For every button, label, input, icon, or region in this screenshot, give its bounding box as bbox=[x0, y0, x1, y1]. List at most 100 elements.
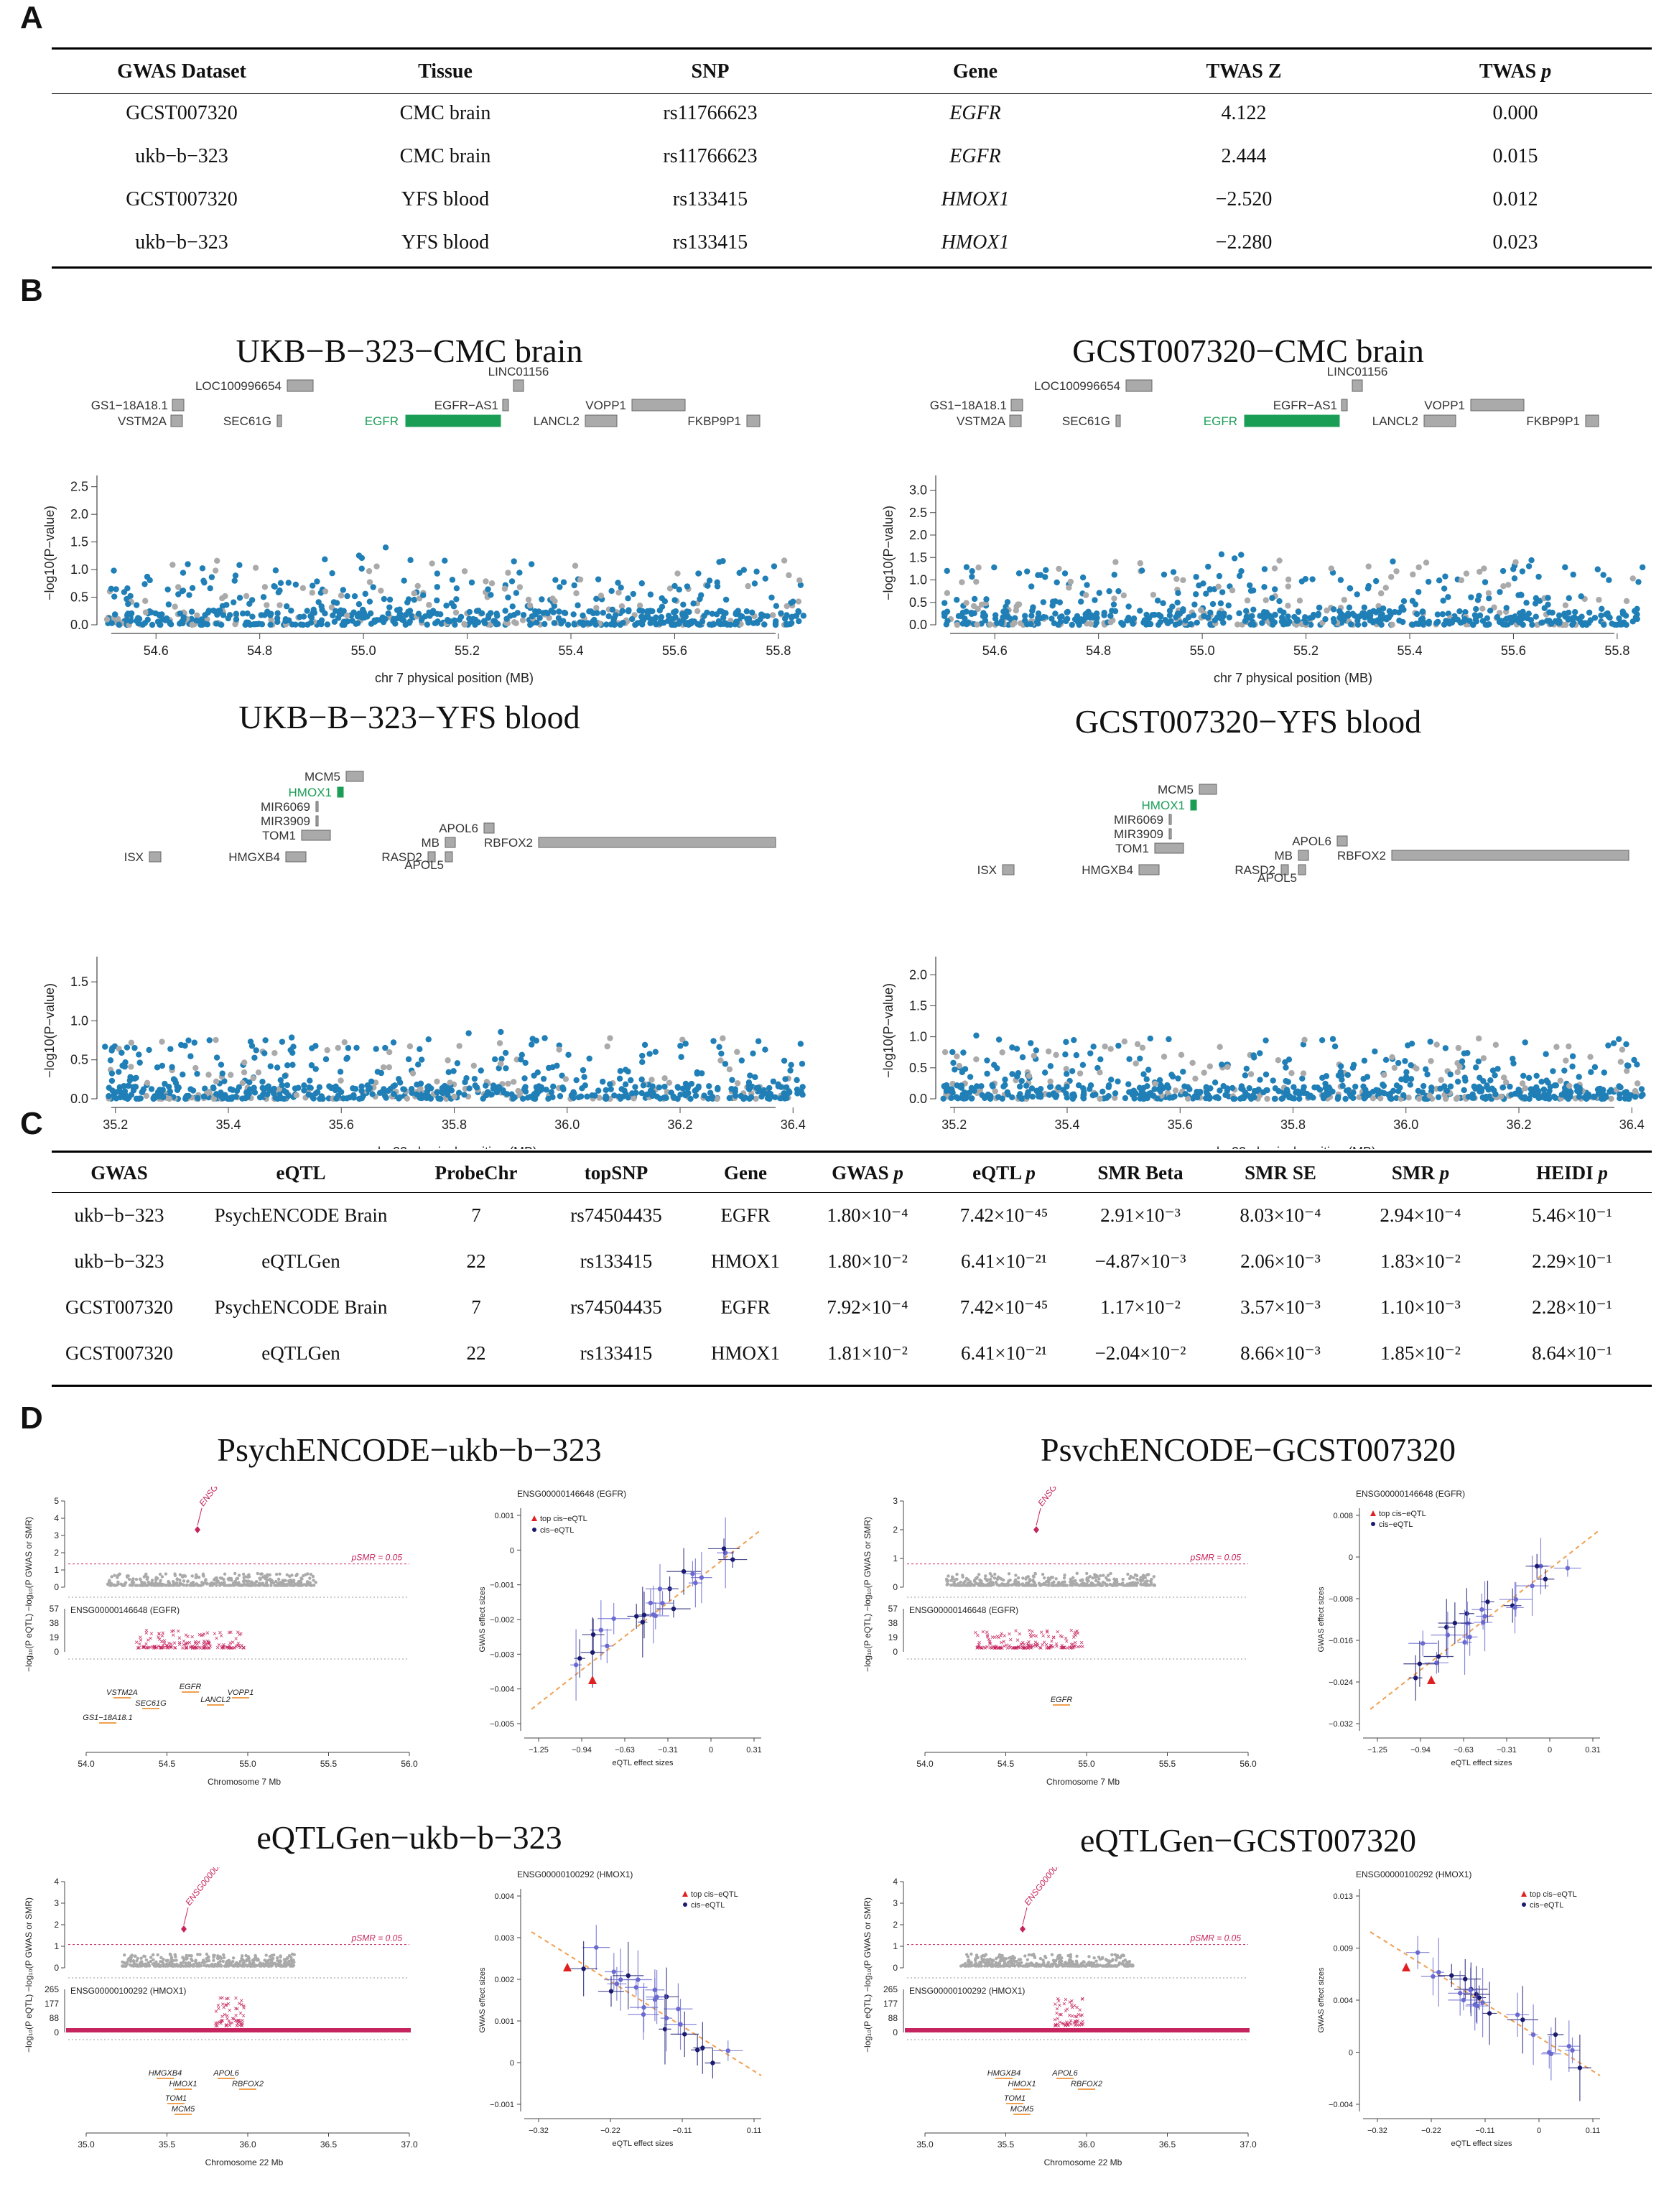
gwas-point bbox=[1054, 1577, 1057, 1580]
snp-point-grey bbox=[556, 1046, 562, 1052]
snp-point-blue bbox=[1236, 610, 1242, 616]
psmr-label: pSMR = 0.05 bbox=[351, 1933, 403, 1943]
snp-point-blue bbox=[778, 610, 783, 616]
snp-point-blue bbox=[503, 1065, 508, 1071]
snp-point-blue bbox=[580, 613, 585, 618]
gwas-point bbox=[1070, 1580, 1073, 1583]
snp-point-blue bbox=[1354, 591, 1360, 597]
snp-point-grey bbox=[1427, 1092, 1433, 1098]
gwas-point bbox=[222, 1953, 225, 1956]
x-tick-label: −0.63 bbox=[615, 1746, 635, 1755]
snp-point-blue bbox=[1340, 613, 1346, 618]
snp-point-blue bbox=[276, 590, 282, 595]
snp-point-blue bbox=[1276, 598, 1282, 604]
table-cell: −2.280 bbox=[1109, 221, 1379, 264]
gene-box bbox=[445, 837, 455, 847]
y-tick-label: 38 bbox=[888, 1618, 898, 1628]
snp-point-grey bbox=[1102, 1044, 1107, 1049]
y-axis-label: GWAS effect sizes bbox=[1317, 1586, 1326, 1653]
gene-box bbox=[1169, 814, 1171, 824]
gwas-point bbox=[118, 1572, 121, 1575]
x-tick-label: 35.6 bbox=[1168, 1117, 1193, 1132]
effect-point bbox=[693, 1581, 697, 1585]
snp-point-blue bbox=[1576, 1074, 1582, 1079]
gene-label: EGFR−AS1 bbox=[1273, 399, 1337, 412]
snp-point-blue bbox=[952, 1066, 957, 1072]
table-cell: GCST007320 bbox=[52, 92, 312, 135]
snp-point-blue bbox=[1283, 1078, 1288, 1084]
snp-point-blue bbox=[217, 608, 223, 613]
snp-point-blue bbox=[1490, 1067, 1496, 1073]
snp-point-blue bbox=[656, 1084, 662, 1090]
table-cell: 22 bbox=[415, 1330, 537, 1376]
x-tick-label: 54.6 bbox=[144, 643, 169, 658]
snp-point-blue bbox=[289, 1062, 295, 1068]
snp-point-grey bbox=[1596, 597, 1601, 603]
locus-y-label: −log₁₀(P eQTL) −log₁₀(P GWAS or SMR) bbox=[24, 1517, 34, 1672]
table-cell: rs11766623 bbox=[579, 92, 842, 135]
snp-point-blue bbox=[344, 593, 350, 599]
snp-point-blue bbox=[738, 1093, 744, 1099]
snp-point-grey bbox=[310, 590, 315, 595]
snp-point-blue bbox=[341, 619, 347, 625]
gene-box bbox=[539, 837, 776, 847]
eqtl-point: × bbox=[138, 1634, 142, 1642]
snp-point-grey bbox=[1457, 1064, 1463, 1069]
snp-point-grey bbox=[1122, 1038, 1127, 1044]
snp-point-grey bbox=[1455, 1069, 1461, 1075]
effect-plot-title: ENSG00000146648 (EGFR) bbox=[517, 1489, 626, 1499]
snp-point-blue bbox=[1440, 611, 1446, 617]
x-tick-label: 54.8 bbox=[1086, 643, 1111, 658]
snp-point-blue bbox=[772, 1095, 778, 1100]
snp-point-grey bbox=[1413, 1066, 1419, 1072]
snp-point-blue bbox=[213, 621, 219, 626]
snp-point-blue bbox=[166, 1084, 172, 1089]
snp-point-grey bbox=[294, 1092, 299, 1098]
eqtl-point: × bbox=[1041, 1632, 1046, 1640]
gene-label: APOL5 bbox=[404, 858, 444, 872]
snp-point-blue bbox=[789, 615, 794, 621]
snp-point-blue bbox=[549, 1095, 555, 1100]
snp-point-blue bbox=[1294, 618, 1300, 623]
snp-point-blue bbox=[527, 622, 533, 628]
gene-box bbox=[585, 415, 617, 427]
snp-point-blue bbox=[340, 587, 346, 592]
legend-marker-cis bbox=[1371, 1522, 1375, 1526]
gwas-point bbox=[946, 1583, 949, 1586]
snp-point-blue bbox=[1229, 1085, 1235, 1091]
snp-point-blue bbox=[677, 1043, 683, 1049]
snp-point-blue bbox=[1092, 1092, 1098, 1097]
snp-point-blue bbox=[322, 557, 327, 562]
snp-point-blue bbox=[261, 1050, 267, 1056]
gwas-point bbox=[1099, 1584, 1102, 1586]
eqtl-point: × bbox=[230, 1645, 234, 1653]
snp-point-blue bbox=[1578, 613, 1584, 619]
snp-point-blue bbox=[1599, 606, 1604, 612]
snp-point-blue bbox=[1182, 1091, 1188, 1097]
snp-point-grey bbox=[462, 621, 468, 627]
snp-point-blue bbox=[1459, 1059, 1465, 1064]
snp-point-blue bbox=[1532, 1086, 1538, 1092]
snp-point-blue bbox=[329, 570, 335, 576]
effect-point bbox=[591, 1632, 595, 1637]
snp-point-blue bbox=[343, 1056, 349, 1061]
snp-point-blue bbox=[1362, 1087, 1368, 1092]
gene-label: HMOX1 bbox=[289, 786, 332, 799]
snp-point-blue bbox=[149, 622, 155, 628]
snp-point-grey bbox=[1486, 590, 1492, 596]
y-tick-label: 0 bbox=[893, 1582, 898, 1592]
snp-point-grey bbox=[322, 588, 328, 594]
snp-point-blue bbox=[733, 611, 738, 617]
snp-point-blue bbox=[1600, 572, 1606, 577]
table-cell: 7.42×10⁻⁴⁵ bbox=[939, 1192, 1069, 1238]
gwas-point bbox=[1094, 1579, 1097, 1582]
effect-point bbox=[1467, 1635, 1471, 1639]
snp-point-blue bbox=[1444, 1088, 1450, 1094]
snp-point-blue bbox=[1280, 1095, 1285, 1101]
snp-point-grey bbox=[511, 1079, 516, 1084]
snp-point-grey bbox=[386, 1049, 392, 1055]
snp-point-blue bbox=[382, 1045, 388, 1051]
smr-locus-plot: −log₁₀(P eQTL) −log₁₀(P GWAS or SMR)0123… bbox=[860, 1487, 1306, 1831]
snp-point-blue bbox=[415, 1061, 421, 1067]
x-tick-label: 55.0 bbox=[351, 643, 376, 658]
